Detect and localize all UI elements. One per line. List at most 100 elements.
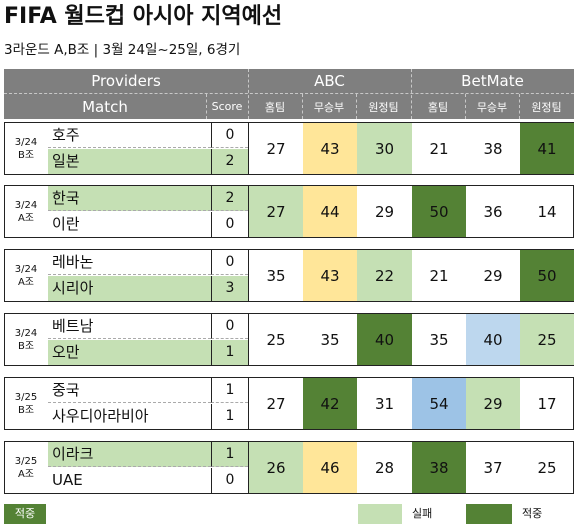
bm-home-value: 35 xyxy=(429,330,449,349)
match-date-cell: 3/24 B조 xyxy=(5,123,47,174)
bm-home-value: 21 xyxy=(429,266,449,285)
abc-draw-value: 43 xyxy=(303,123,357,174)
legend-hit2-label: 적중 xyxy=(522,507,543,520)
legend-hit2-swatch xyxy=(466,504,512,524)
match-group: B조 xyxy=(17,340,35,352)
table-header: Providers Match Score ABC BetMate 홈팀 무승부… xyxy=(4,69,574,119)
team-1: 호주 xyxy=(48,123,211,148)
match-date-cell: 3/25 B조 xyxy=(5,378,47,429)
abc-home-value: 35 xyxy=(266,266,286,285)
match-date: 3/24 xyxy=(14,136,38,148)
bm-draw-value: 38 xyxy=(483,139,503,158)
header-bm-home: 홈팀 xyxy=(427,100,449,114)
match-block: 3/24 B조 베트남 0 오만 1 25 35 40 35 40 25 xyxy=(4,313,574,366)
score-2: 0 xyxy=(211,212,248,237)
abc-away-value: 28 xyxy=(374,458,395,477)
team-1: 레바논 xyxy=(48,250,211,275)
bm-home-value: 50 xyxy=(412,186,466,237)
abc-draw-value: 43 xyxy=(303,250,357,301)
match-group: A조 xyxy=(17,276,35,288)
page-subtitle: 3라운드 A,B조 | 3월 24일~25일, 6경기 xyxy=(4,42,241,58)
match-block: 3/25 A조 이라크 1 UAE 0 26 46 28 38 37 25 xyxy=(4,441,574,494)
team-2: 시리아 xyxy=(48,276,211,301)
match-date: 3/25 xyxy=(14,391,38,403)
column-divider xyxy=(248,186,249,237)
score-2: 1 xyxy=(211,404,248,429)
abc-draw-value: 46 xyxy=(303,442,357,493)
bm-away-value: 41 xyxy=(520,123,574,174)
bm-draw-value: 36 xyxy=(483,202,503,221)
bm-draw-value: 29 xyxy=(466,378,520,429)
team-2: 사우디아라비아 xyxy=(52,407,149,425)
header-abc-home: 홈팀 xyxy=(264,100,286,114)
match-date: 3/24 xyxy=(14,263,38,275)
header-abc: ABC xyxy=(314,72,345,90)
score-1: 2 xyxy=(211,186,248,211)
legend-hit-label: 적중 xyxy=(14,507,36,520)
match-group: B조 xyxy=(17,404,35,416)
abc-home-value: 27 xyxy=(266,394,286,413)
match-date: 3/24 xyxy=(14,199,38,211)
score-1: 0 xyxy=(211,250,248,275)
bm-away-value: 14 xyxy=(537,202,557,221)
abc-away-value: 31 xyxy=(374,394,395,413)
bm-away-value: 25 xyxy=(537,458,557,477)
header-providers: Providers xyxy=(91,72,161,90)
team-1: 이라크 xyxy=(48,442,211,467)
bm-draw-value: 40 xyxy=(466,314,520,365)
score-2: 1 xyxy=(211,340,248,365)
legend-hit-swatch: 적중 xyxy=(4,504,46,524)
abc-draw-value: 42 xyxy=(303,378,357,429)
team-2: 일본 xyxy=(48,149,211,174)
bm-away-value: 50 xyxy=(520,250,574,301)
abc-home-value: 26 xyxy=(249,442,303,493)
match-date-cell: 3/24 A조 xyxy=(5,250,47,301)
team-1: 중국 xyxy=(48,378,211,403)
match-block: 3/25 B조 중국 1 사우디아라비아 1 27 42 31 54 29 17 xyxy=(4,377,574,430)
score-2: 3 xyxy=(211,276,248,301)
column-divider xyxy=(248,442,249,493)
header-score: Score xyxy=(211,100,243,113)
bm-home-value: 21 xyxy=(429,139,449,158)
match-group: A조 xyxy=(17,468,35,480)
match-block: 3/24 B조 호주 0 일본 2 27 43 30 21 38 41 xyxy=(4,122,574,175)
match-date-cell: 3/24 A조 xyxy=(5,186,47,237)
abc-away-value: 22 xyxy=(357,250,412,301)
score-1: 1 xyxy=(211,442,248,467)
match-date-cell: 3/24 B조 xyxy=(5,314,47,365)
team-1: 베트남 xyxy=(48,314,211,339)
bm-home-value: 54 xyxy=(412,378,466,429)
abc-home-value: 25 xyxy=(266,330,286,349)
column-divider xyxy=(248,378,249,429)
bm-draw-value: 37 xyxy=(483,458,503,477)
match-group: B조 xyxy=(17,149,35,161)
match-block: 3/24 A조 레바논 0 시리아 3 35 43 22 21 29 50 xyxy=(4,249,574,302)
column-divider xyxy=(248,314,249,365)
score-1: 0 xyxy=(211,123,248,148)
bm-away-value: 17 xyxy=(537,394,557,413)
match-date: 3/25 xyxy=(14,455,38,467)
match-block: 3/24 A조 한국 2 이란 0 27 44 29 50 36 14 xyxy=(4,185,574,238)
legend-miss-label: 실패 xyxy=(412,507,433,520)
score-1: 0 xyxy=(211,314,248,339)
abc-home-value: 27 xyxy=(266,139,286,158)
bm-home-value: 38 xyxy=(412,442,466,493)
abc-draw-value: 35 xyxy=(320,330,340,349)
score-2: 0 xyxy=(211,468,248,493)
abc-draw-value: 44 xyxy=(303,186,357,237)
header-betmate: BetMate xyxy=(461,72,524,90)
match-date: 3/24 xyxy=(14,327,38,339)
team-2: UAE xyxy=(52,471,83,489)
bm-away-value: 25 xyxy=(520,314,574,365)
bm-draw-value: 29 xyxy=(483,266,503,285)
team-2: 이란 xyxy=(52,215,80,233)
header-match: Match xyxy=(82,97,128,116)
header-bm-draw: 무승부 xyxy=(476,100,508,114)
header-abc-draw: 무승부 xyxy=(313,100,345,114)
match-group: A조 xyxy=(17,212,35,224)
abc-home-value: 27 xyxy=(249,186,303,237)
team-1: 한국 xyxy=(48,186,211,211)
column-divider xyxy=(248,123,249,174)
team-2: 오만 xyxy=(48,340,211,365)
abc-away-value: 30 xyxy=(357,123,412,174)
